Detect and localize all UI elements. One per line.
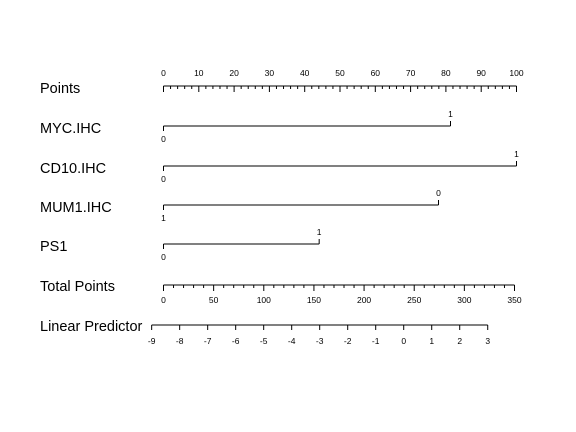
predictor-level-label-cd10-ihc: 0 <box>161 174 166 184</box>
predictor-level-label-mum1-ihc: 0 <box>436 188 441 198</box>
linear-predictor-axis-label: Linear Predictor <box>40 319 143 335</box>
predictor-label-ps1: PS1 <box>40 239 67 255</box>
linear-predictor-tick-label: -6 <box>232 336 240 346</box>
linear-predictor-tick-label: 3 <box>485 336 490 346</box>
points-axis-tick-label: 70 <box>406 68 416 78</box>
linear-predictor-tick-label: -8 <box>176 336 184 346</box>
points-axis-label: Points <box>40 81 80 97</box>
points-axis-tick-label: 80 <box>441 68 451 78</box>
linear-predictor-tick-label: -4 <box>288 336 296 346</box>
linear-predictor-tick-label: -9 <box>148 336 156 346</box>
points-axis-tick-label: 30 <box>265 68 275 78</box>
points-axis-tick-label: 60 <box>371 68 381 78</box>
linear-predictor-tick-label: -5 <box>260 336 268 346</box>
predictor-label-myc-ihc: MYC.IHC <box>40 121 101 137</box>
linear-predictor-tick-label: 0 <box>401 336 406 346</box>
total-points-axis-label: Total Points <box>40 279 115 295</box>
linear-predictor-tick-label: -1 <box>372 336 380 346</box>
total-points-tick-label: 200 <box>357 295 371 305</box>
predictor-level-label-cd10-ihc: 1 <box>514 149 519 159</box>
predictor-level-label-myc-ihc: 0 <box>161 134 166 144</box>
predictor-level-label-mum1-ihc: 1 <box>161 213 166 223</box>
predictor-label-cd10-ihc: CD10.IHC <box>40 161 106 177</box>
total-points-tick-label: 300 <box>457 295 471 305</box>
total-points-tick-label: 150 <box>307 295 321 305</box>
linear-predictor-tick-label: -7 <box>204 336 212 346</box>
linear-predictor-tick-label: 2 <box>457 336 462 346</box>
points-axis-tick-label: 0 <box>161 68 166 78</box>
total-points-tick-label: 250 <box>407 295 421 305</box>
points-axis-tick-label: 50 <box>335 68 345 78</box>
linear-predictor-tick-label: 1 <box>429 336 434 346</box>
predictor-level-label-myc-ihc: 1 <box>448 109 453 119</box>
total-points-tick-label: 50 <box>209 295 219 305</box>
total-points-tick-label: 0 <box>161 295 166 305</box>
linear-predictor-tick-label: -3 <box>316 336 324 346</box>
predictor-label-mum1-ihc: MUM1.IHC <box>40 200 112 216</box>
predictor-level-label-ps1: 1 <box>317 227 322 237</box>
points-axis-tick-label: 90 <box>476 68 486 78</box>
points-axis-tick-label: 10 <box>194 68 204 78</box>
points-axis-tick-label: 100 <box>509 68 523 78</box>
points-axis-tick-label: 20 <box>229 68 239 78</box>
predictor-level-label-ps1: 0 <box>161 252 166 262</box>
points-axis-tick-label: 40 <box>300 68 310 78</box>
total-points-tick-label: 100 <box>257 295 271 305</box>
linear-predictor-tick-label: -2 <box>344 336 352 346</box>
total-points-tick-label: 350 <box>507 295 521 305</box>
